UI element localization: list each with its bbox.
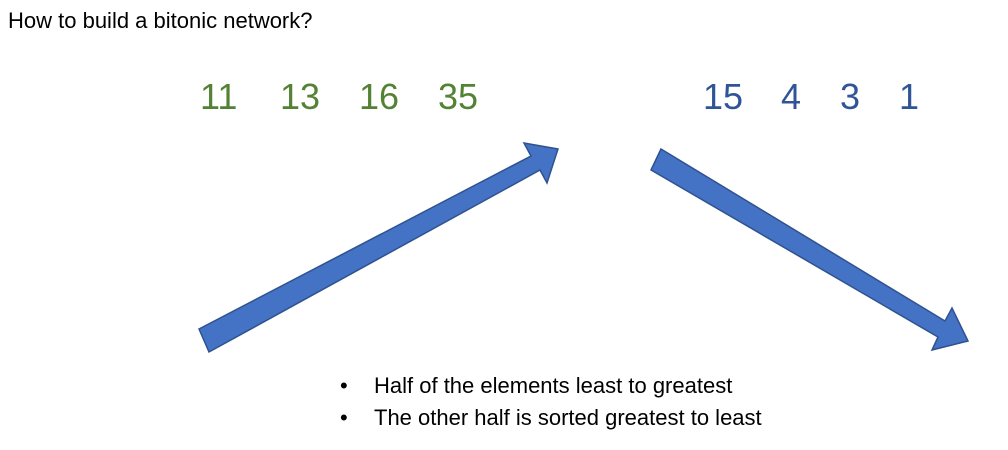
ascending-value: 16 [359, 76, 400, 117]
descending-value: 4 [781, 76, 802, 117]
bullet-item: • Half of the elements least to greatest [340, 372, 762, 404]
ascending-value: 35 [438, 76, 479, 117]
slide-title: How to build a bitonic network? [8, 8, 313, 33]
descending-value: 1 [899, 76, 920, 117]
bullet-dot-icon: • [340, 405, 348, 430]
bullet-text: The other half is sorted greatest to lea… [374, 405, 762, 430]
descending-arrow [650, 147, 970, 352]
bullet-item: • The other half is sorted greatest to le… [340, 404, 762, 436]
ascending-value: 11 [200, 76, 238, 117]
bullet-dot-icon: • [340, 373, 348, 398]
descending-value: 15 [703, 76, 744, 117]
bullet-text: Half of the elements least to greatest [374, 373, 733, 398]
ascending-value: 13 [280, 76, 321, 117]
bullet-list: • Half of the elements least to greatest … [340, 372, 762, 436]
ascending-arrow [198, 141, 559, 354]
descending-value: 3 [840, 76, 861, 117]
